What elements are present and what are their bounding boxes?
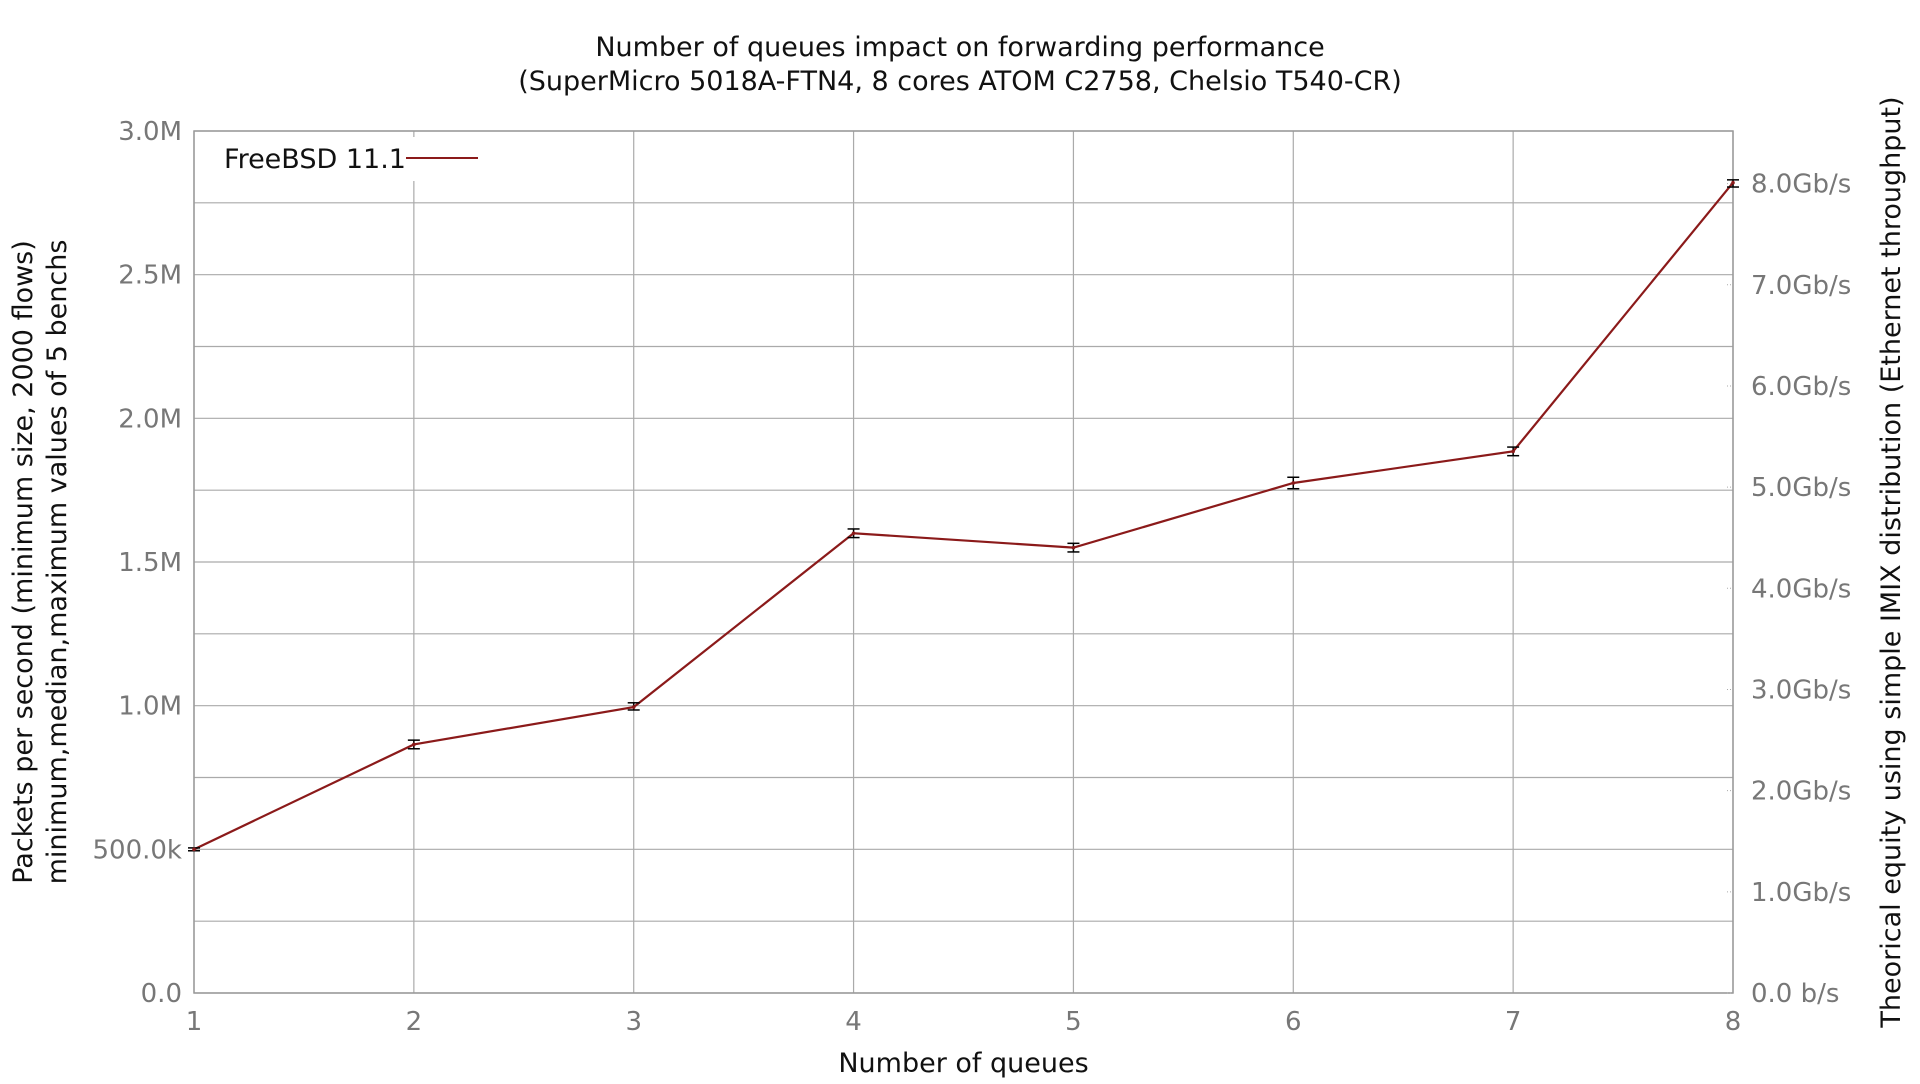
y2-tick-label: 0.0 b/s (1751, 979, 1839, 1009)
y2-tick-label: 5.0Gb/s (1751, 473, 1851, 503)
x-tick-label: 6 (1285, 1007, 1302, 1037)
y-tick-label: 500.0k (93, 835, 183, 865)
data-point (851, 531, 856, 536)
error-bar (1067, 542, 1080, 553)
series-layer (188, 179, 1739, 852)
y-tick-label: 2.0M (118, 404, 182, 434)
y-tick-label: 2.5M (118, 261, 182, 291)
x-tick-label: 4 (845, 1007, 862, 1037)
series-line (193, 182, 1734, 851)
data-point (412, 742, 416, 747)
error-bar (1287, 476, 1300, 490)
data-point (631, 705, 636, 709)
legend: FreeBSD 11.1 (206, 137, 506, 181)
legend-label: FreeBSD 11.1 (224, 144, 406, 175)
y2-tick-label: 3.0Gb/s (1751, 675, 1851, 705)
x-tick-label: 3 (625, 1007, 642, 1037)
y2-tick-label: 4.0Gb/s (1751, 574, 1851, 604)
chart-subtitle: (SuperMicro 5018A-FTN4, 8 cores ATOM C27… (518, 66, 1402, 97)
x-axis-ticks: 1 2 3 4 5 6 7 8 (186, 1007, 1742, 1037)
data-point (1731, 180, 1735, 185)
y-tick-label: 3.0M (118, 117, 182, 147)
y2-tick-label: 6.0Gb/s (1751, 372, 1851, 402)
y2-tick-label: 8.0Gb/s (1751, 170, 1851, 200)
y-axis-label: Packets per second (minimum size, 2000 f… (8, 240, 39, 884)
error-bar (188, 847, 200, 852)
data-point (192, 847, 196, 852)
error-bar (1727, 179, 1739, 188)
y-tick-label: 0.0 (141, 979, 182, 1009)
error-bar (407, 739, 420, 750)
data-point (1071, 545, 1076, 550)
y2-tick-label: 2.0Gb/s (1751, 777, 1851, 807)
y-axis-ticks: 0.0 500.0k 1.0M 1.5M 2.0M 2.5M 3.0M (93, 117, 183, 1009)
y2-axis-label: Theorical equity using simple IMIX distr… (1876, 96, 1907, 1028)
y-tick-label: 1.0M (118, 692, 182, 722)
y-tick-label: 1.5M (118, 548, 182, 578)
error-bar (847, 528, 860, 539)
x-tick-label: 5 (1065, 1007, 1082, 1037)
x-tick-label: 1 (186, 1007, 203, 1037)
error-bar (627, 702, 640, 711)
y2-tick-label: 7.0Gb/s (1751, 271, 1851, 301)
x-tick-label: 7 (1505, 1007, 1522, 1037)
plot-area-frame (193, 130, 1734, 994)
chart-title: Number of queues impact on forwarding pe… (595, 32, 1324, 63)
data-point (1511, 449, 1515, 454)
x-tick-label: 2 (406, 1007, 423, 1037)
y2-axis-ticks: 0.0 b/s 1.0Gb/s 2.0Gb/s 3.0Gb/s 4.0Gb/s 5.0Gb… (1727, 170, 1851, 1009)
x-tick-label: 8 (1725, 1007, 1742, 1037)
x-axis-label: Number of queues (838, 1048, 1088, 1079)
error-bar (1507, 446, 1520, 457)
data-point (1291, 481, 1296, 485)
grid (193, 130, 1734, 994)
y2-tick-label: 1.0Gb/s (1751, 878, 1851, 908)
y-axis-label-secondary-line: minimum,median,maximum values of 5 bench… (42, 240, 73, 885)
